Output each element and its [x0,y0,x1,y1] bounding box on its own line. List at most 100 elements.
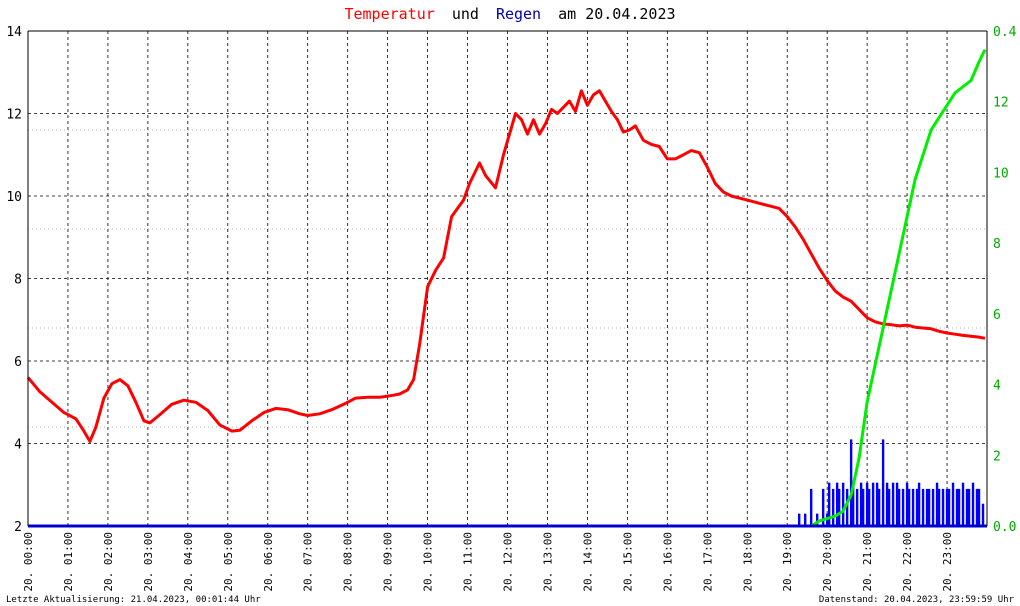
rain-bar [901,488,905,526]
rain-cumulative-line [803,48,987,528]
rain-bars [797,439,985,526]
y-left-tick-label: 4 [14,438,22,453]
rain-bar [937,488,941,526]
rain-bar [921,488,925,526]
title-date: am 20.04.2023 [558,5,675,23]
rain-bar [911,488,915,526]
rain-bar [931,488,935,526]
footer-data-status: Datenstand: 20.04.2023, 23:59:59 Uhr [819,595,1015,605]
rain-bar [975,488,979,526]
title-temperatur: Temperatur [344,5,434,23]
rain-bar [895,482,899,526]
rain-bar [837,488,841,526]
x-tick-label: 20. 23:00 [941,532,954,592]
rain-bar [871,482,875,526]
tick-labels: 14 12 10 8 6 4 2 0.4 12 10 8 6 4 2 0.0 20. 00:00 20. 01:… [6,25,1016,592]
y-left-tick-label: 14 [6,25,22,40]
rain-bar [925,488,929,526]
y-right-tick-label: 8 [993,237,1001,252]
x-tick-label: 20. 18:00 [741,532,754,592]
x-tick-label: 20. 02:00 [102,532,115,592]
x-tick-label: 20. 21:00 [861,532,874,592]
x-tick-label: 20. 09:00 [382,532,395,592]
rain-bar [835,482,839,526]
rain-bar [815,513,819,526]
x-tick-label: 20. 12:00 [502,532,515,592]
rain-bar [927,488,931,526]
rain-bar [867,488,871,526]
x-tick-label: 20. 00:00 [22,532,35,592]
x-tick-label: 20. 04:00 [182,532,195,592]
rain-bar [917,482,921,526]
x-tick-label: 20. 17:00 [701,532,714,592]
rain-bar [907,488,911,526]
rain-bar [887,488,891,526]
rain-bar [891,482,895,526]
rain-bar [971,482,975,526]
series-lines [26,48,987,528]
y-left-tick-label: 8 [14,273,22,288]
rain-bar [965,488,969,526]
x-tick-label: 20. 11:00 [462,532,475,592]
rain-bar [849,439,853,526]
rain-bar [981,503,985,526]
y-right-tick-label: 6 [993,308,1001,323]
rain-bar [851,482,855,526]
rain-bar [877,488,881,526]
x-tick-label: 20. 01:00 [62,532,75,592]
title-regen: Regen [496,5,541,23]
y-left-tick-label: 12 [6,108,22,123]
x-tick-label: 20. 22:00 [901,532,914,592]
y-right-tick-label: 10 [993,166,1009,181]
rain-bar [961,482,965,526]
rain-bar [859,482,863,526]
rain-bar [951,482,955,526]
axes [27,30,988,526]
rain-bar [945,488,949,526]
rain-bar [855,488,859,526]
rain-bar [885,482,889,526]
y-right-tick-label: 0.0 [993,520,1016,535]
rain-bar [915,488,919,526]
y-left-tick-label: 2 [14,520,22,535]
y-left-tick-label: 10 [6,190,22,205]
rain-bar [955,488,959,526]
title-und: und [452,5,479,23]
rain-bar [935,482,939,526]
temperature-line [26,89,986,443]
rain-bar [827,482,831,526]
y-right-tick-label: 2 [993,449,1001,464]
rain-bar [947,488,951,526]
x-tick-label: 20. 03:00 [142,532,155,592]
rain-bar [897,488,901,526]
x-tick-label: 20. 08:00 [342,532,355,592]
x-tick-label: 20. 16:00 [661,532,674,592]
x-tick-label: 20. 15:00 [621,532,634,592]
x-tick-label: 20. 06:00 [262,532,275,592]
x-tick-label: 20. 10:00 [422,532,435,592]
rain-bar [861,488,865,526]
rain-bar [957,488,961,526]
rain-bar [845,488,849,526]
y-right-tick-label: 4 [993,379,1001,394]
rain-bar [803,513,807,526]
rain-bar [809,488,813,526]
rain-bar [865,482,869,526]
x-tick-label: 20. 19:00 [781,532,794,592]
x-tick-label: 20. 14:00 [581,532,594,592]
rain-bar [841,482,845,526]
rain-bar [941,488,945,526]
rain-bar [881,439,885,526]
y-left-tick-label: 6 [14,355,22,370]
grid [28,31,987,526]
rain-bar [831,488,835,526]
x-tick-label: 20. 05:00 [222,532,235,592]
y-right-tick-label: 12 [993,96,1009,111]
rain-bar [977,488,981,526]
rain-bar [875,482,879,526]
rain-bar [797,513,801,526]
chart-title: Temperatur und Regen am 20.04.2023 [344,5,675,23]
y-right-tick-label: 0.4 [993,25,1017,40]
x-tick-label: 20. 07:00 [302,532,315,592]
